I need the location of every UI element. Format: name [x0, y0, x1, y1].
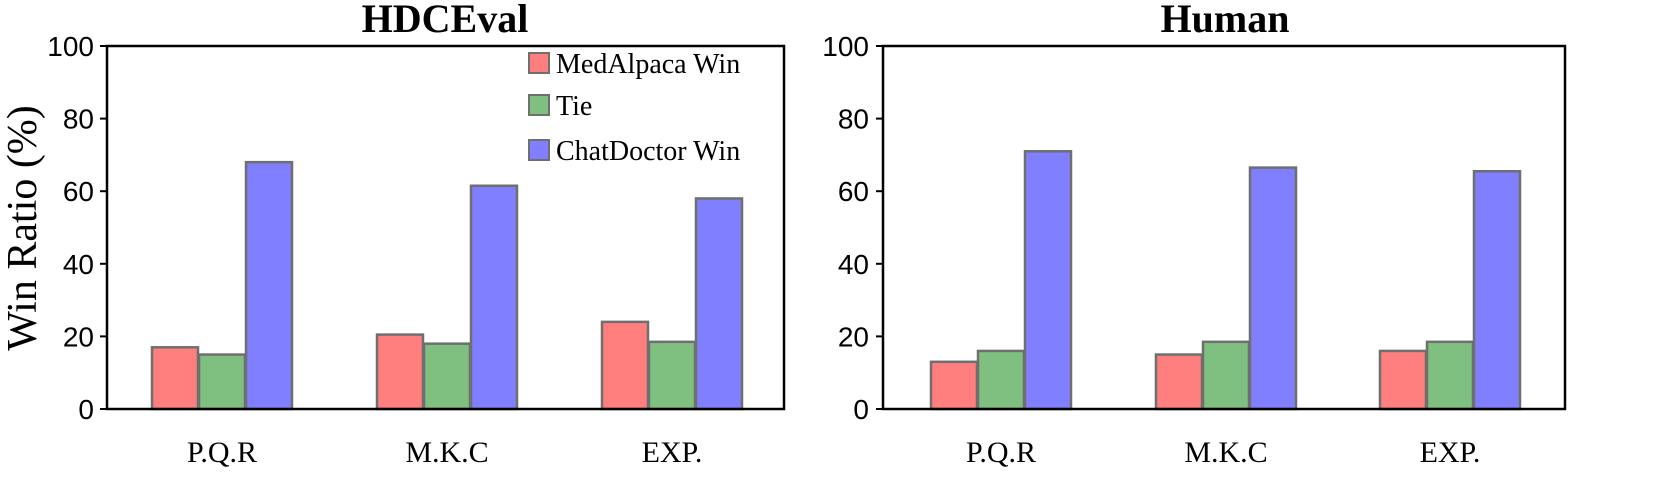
x-tick-label: EXP. [642, 436, 703, 469]
legend-label: ChatDoctor Win [556, 136, 740, 167]
legend-label: Tie [556, 91, 592, 122]
y-tick-label: 20 [63, 321, 94, 352]
y-tick-label: 100 [822, 31, 869, 62]
x-tick-label: P.Q.R [187, 436, 257, 469]
x-tick-label: EXP. [1420, 436, 1481, 469]
y-axis-label: Win Ratio (%) [0, 105, 46, 351]
bar-tie [1425, 340, 1475, 411]
plot-frame [105, 44, 786, 411]
chart-panel-human: Human 0 20 40 60 80 100 P.Q.R M.K.C EXP. [822, 0, 1567, 469]
bar-tie [647, 340, 697, 411]
chart-panel-hdceval: HDCEval 0 20 40 60 80 100 P.Q.R M.K.C EXP. MedAlpa… [47, 0, 786, 469]
y-tick-label: 80 [63, 104, 94, 135]
legend-swatch [528, 139, 550, 161]
chart-title: HDCEval [362, 0, 529, 41]
bar-chatdoctor-win [694, 197, 744, 411]
legend-label: MedAlpaca Win [556, 49, 740, 80]
bar-chatdoctor-win [244, 160, 294, 411]
y-tick-label: 60 [63, 176, 94, 207]
plot-frame [881, 44, 1567, 411]
bar-tie [976, 349, 1026, 411]
bar-chatdoctor-win [1472, 169, 1522, 411]
bar-chatdoctor-win [1248, 166, 1298, 411]
bar-medalpaca-win [600, 320, 650, 411]
bar-chatdoctor-win [469, 184, 519, 411]
y-tick-label: 0 [78, 394, 94, 425]
y-tick-label: 60 [838, 176, 869, 207]
bar-medalpaca-win [1154, 353, 1204, 411]
x-tick-label: M.K.C [1184, 436, 1267, 469]
y-tick-label: 20 [838, 321, 869, 352]
y-tick-label: 40 [63, 249, 94, 280]
bar-medalpaca-win [375, 333, 425, 411]
bar-medalpaca-win [150, 346, 200, 411]
y-tick-label: 80 [838, 104, 869, 135]
x-tick-label: M.K.C [405, 436, 488, 469]
legend: MedAlpaca Win Tie ChatDoctor Win [528, 49, 740, 167]
y-tick-label: 40 [838, 249, 869, 280]
legend-swatch [528, 94, 550, 116]
y-tick-label: 0 [853, 394, 869, 425]
bar-medalpaca-win [929, 360, 979, 411]
bar-tie [197, 353, 247, 411]
bar-medalpaca-win [1378, 349, 1428, 411]
bar-chatdoctor-win [1023, 150, 1073, 411]
bar-tie [422, 342, 472, 411]
y-tick-label: 100 [47, 31, 94, 62]
legend-swatch [528, 52, 550, 74]
bar-tie [1201, 340, 1251, 411]
chart-title: Human [1161, 0, 1290, 41]
x-tick-label: P.Q.R [966, 436, 1036, 469]
